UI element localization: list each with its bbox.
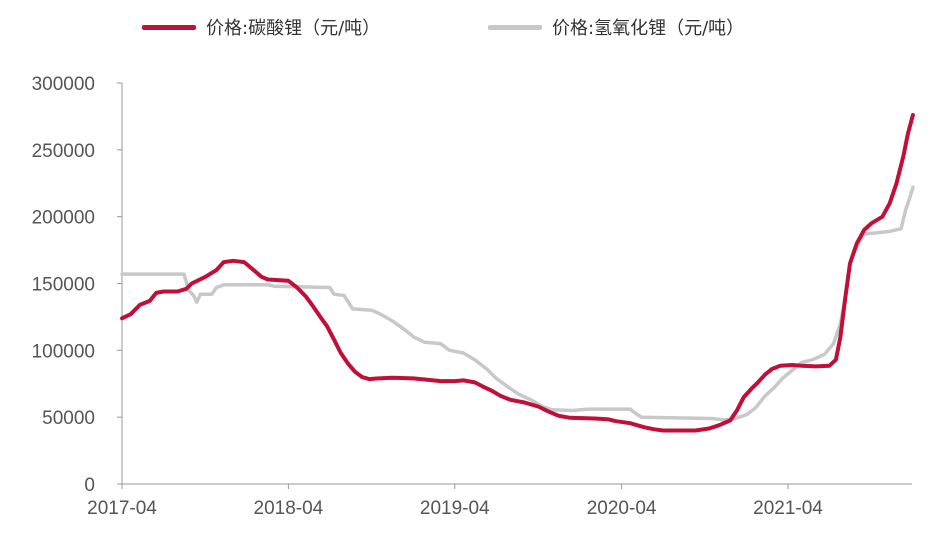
x-tick-label: 2020-04 <box>587 498 657 519</box>
legend-2: 价格:氢氧化锂（元/吨） <box>488 12 744 42</box>
x-tick-label: 2021-04 <box>753 498 823 519</box>
series-line-lithium-carbonate <box>120 113 915 433</box>
y-tick-label: 100000 <box>32 341 95 362</box>
y-tick-label: 50000 <box>42 408 95 429</box>
y-tick-label: 200000 <box>32 208 95 229</box>
legend-label-lithium-carbonate: 价格:碳酸锂（元/吨） <box>206 18 381 39</box>
x-tick-label: 2018-04 <box>254 498 324 519</box>
chart-series <box>120 113 915 433</box>
y-tick-label: 150000 <box>32 275 95 296</box>
x-tick-label: 2019-04 <box>420 498 490 519</box>
series-line-lithium-hydroxide <box>120 185 915 422</box>
y-tick-label: 300000 <box>32 74 95 95</box>
legend-label-lithium-hydroxide: 价格:氢氧化锂（元/吨） <box>552 18 745 39</box>
legend: 价格:碳酸锂（元/吨） <box>142 12 380 42</box>
y-tick-label: 0 <box>84 475 95 496</box>
x-tick-label: 2017-04 <box>87 498 157 519</box>
y-tick-label: 250000 <box>32 141 95 162</box>
legend-swatch-lithium-carbonate <box>142 24 196 30</box>
legend-swatch-lithium-hydroxide <box>488 24 542 30</box>
chart-axes: 0 50000 100000 150000 200000 250000 300000 2017… <box>32 74 912 519</box>
